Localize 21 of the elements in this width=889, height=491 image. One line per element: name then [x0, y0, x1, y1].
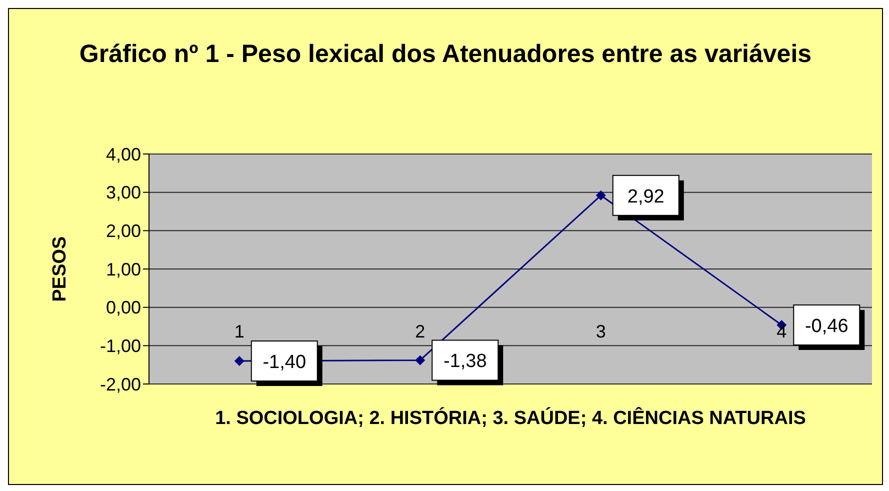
x-axis-title: 1. SOCIOLOGIA; 2. HISTÓRIA; 3. SAÚDE; 4. CIÊNCIAS NATURAIS [214, 406, 807, 431]
point [415, 355, 426, 366]
data-label: -1,40 [262, 352, 306, 373]
y-tick-label: 4,00 [106, 144, 141, 164]
data-label: -0,46 [804, 316, 848, 337]
y-tick-label: -1,00 [100, 336, 141, 356]
y-tick-label: 1,00 [106, 259, 141, 280]
chart-title: Gráfico nº 1 - Peso lexical dos Atenuadores entre as variáveis [78, 39, 813, 70]
y-tick-label: 3,00 [106, 182, 141, 203]
y-axis-title: PESOS [50, 236, 71, 302]
data-label: -1,38 [443, 351, 487, 372]
x-tick-label: 2 [415, 321, 426, 342]
data-label: 2,92 [627, 186, 664, 208]
x-tick-label: 1 [234, 321, 244, 342]
x-tick-label: 4 [776, 321, 787, 342]
point [234, 356, 244, 366]
y-tick-label: -2,00 [100, 374, 141, 394]
x-tick-label: 3 [596, 321, 606, 342]
y-tick-label: 0,00 [106, 298, 141, 318]
y-tick-label: 2,00 [106, 221, 141, 242]
point [596, 190, 606, 200]
